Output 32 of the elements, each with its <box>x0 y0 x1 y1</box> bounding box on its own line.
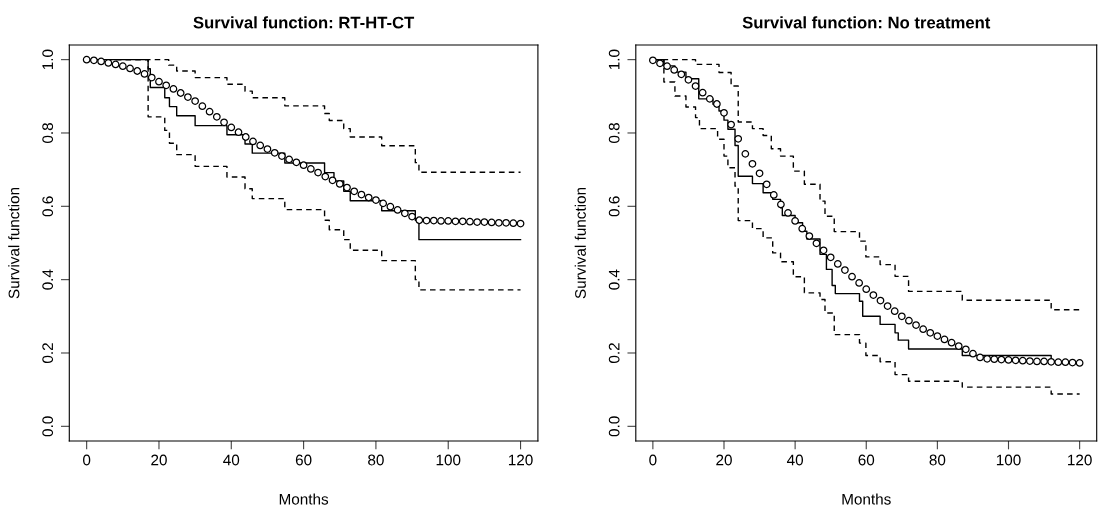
y-axis-title: Survival function <box>574 187 586 299</box>
x-tick-label: 100 <box>996 454 1021 466</box>
y-tick-label: 1.0 <box>42 49 54 70</box>
x-tick-label: 40 <box>223 454 240 466</box>
x-tick-label: 0 <box>83 454 91 466</box>
y-tick-label: 1.0 <box>608 49 620 70</box>
x-tick-label: 60 <box>295 454 312 466</box>
x-tick-label: 120 <box>508 454 533 466</box>
x-tick-label: 40 <box>786 454 804 466</box>
x-tick-label: 80 <box>929 454 946 466</box>
y-tick-label: 0.8 <box>608 123 620 143</box>
chart-title: Survival function: RT-HT-CT <box>193 16 415 29</box>
y-tick-label: 0.4 <box>42 269 54 290</box>
x-tick-label: 100 <box>436 454 461 466</box>
x-tick-label: 60 <box>858 454 875 466</box>
y-axis-title: Survival function <box>8 187 20 299</box>
x-tick-label: 0 <box>649 454 657 466</box>
x-tick-label: 20 <box>716 454 732 466</box>
y-tick-label: 0.6 <box>42 196 54 217</box>
x-tick-label: 120 <box>1068 454 1092 466</box>
y-tick-label: 0.2 <box>42 343 54 364</box>
x-tick-label: 80 <box>368 454 384 466</box>
y-tick-label: 0.0 <box>42 416 54 437</box>
y-tick-label: 0.8 <box>42 123 54 143</box>
y-tick-label: 0.0 <box>608 416 620 437</box>
y-tick-label: 0.6 <box>608 196 620 217</box>
x-axis-title: Months <box>842 493 891 505</box>
x-tick-label: 20 <box>151 454 167 466</box>
y-tick-label: 0.2 <box>608 343 620 364</box>
y-tick-label: 0.4 <box>608 269 620 290</box>
x-axis-title: Months <box>279 493 329 505</box>
chart-title: Survival function: No treatment <box>742 16 991 29</box>
